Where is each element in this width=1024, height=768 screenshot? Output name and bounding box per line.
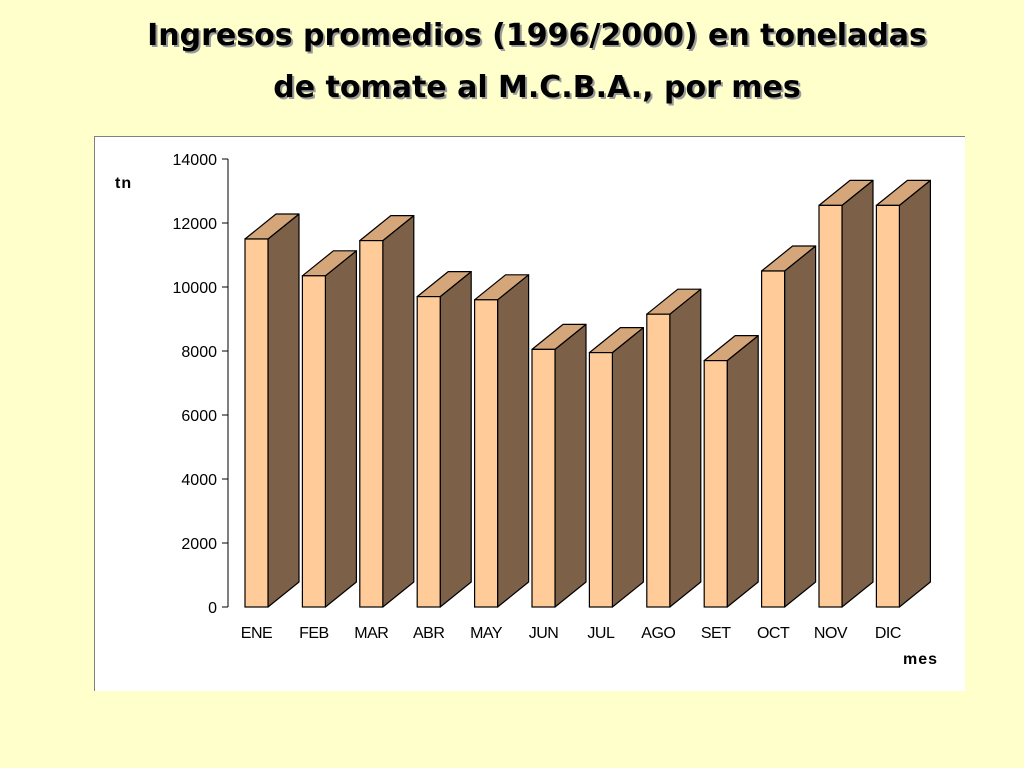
bar-side (783, 245, 817, 608)
bar-side (324, 250, 357, 608)
y-axis-title: tn (115, 175, 132, 192)
y-tick-label: 10000 (173, 280, 218, 297)
bar-ago (646, 288, 702, 608)
bar-oct (760, 245, 817, 608)
y-tick-label: 4000 (181, 472, 217, 489)
x-category-label: OCT (757, 625, 790, 642)
y-tick-label: 8000 (181, 344, 217, 361)
x-category-label: SET (701, 625, 731, 642)
bar-jul (588, 327, 645, 608)
y-tick-label: 0 (208, 600, 217, 617)
bar-front (301, 275, 326, 608)
y-tick-label: 6000 (181, 408, 217, 425)
x-category-label: MAY (470, 625, 503, 642)
bar-set (703, 335, 759, 608)
bar-side (611, 327, 645, 608)
x-category-label: ABR (413, 625, 444, 642)
bar-ene (244, 213, 300, 608)
bar-front (646, 313, 671, 608)
y-tick-label: 2000 (181, 536, 217, 553)
bar-front (818, 204, 843, 608)
bar-front (531, 348, 556, 608)
y-tick-label: 12000 (173, 216, 218, 233)
bar-front (588, 352, 614, 608)
y-axis: 0 2000 4000 6000 8000 10000 12000 14000 (173, 152, 229, 617)
bar-side (898, 179, 932, 608)
x-category-label: MAR (354, 625, 388, 642)
bar-side (669, 288, 702, 608)
bar-side (841, 179, 874, 608)
title-line-1: Ingresos promedios (1996/2000) en tonela… (147, 18, 927, 53)
x-category-label: DIC (875, 625, 901, 642)
x-category-label: FEB (299, 625, 329, 642)
x-category-label: NOV (814, 625, 848, 642)
x-category-label: AGO (641, 625, 675, 642)
bar-front (244, 238, 269, 608)
bar-dic (875, 179, 932, 608)
slide-title: Ingresos promedios (1996/2000) en tonela… (60, 10, 1014, 114)
x-category-label: ENE (241, 625, 272, 642)
bar-front (416, 296, 441, 608)
bar-side (554, 323, 587, 608)
bars (244, 179, 932, 608)
bar-front (875, 204, 901, 608)
bar-front (703, 360, 728, 608)
bar-jun (531, 323, 587, 608)
bar-side (439, 271, 472, 608)
bar-side (382, 215, 415, 608)
bar-front (359, 240, 384, 608)
bar-feb (301, 250, 357, 608)
y-tick-label: 14000 (173, 152, 218, 169)
title-line-2: de tomate al M.C.B.A., por mes (273, 70, 801, 105)
bar-front (760, 270, 786, 608)
bar-nov (818, 179, 874, 608)
bar-abr (416, 271, 472, 608)
x-category-label: JUL (587, 625, 615, 642)
category-labels: ENE FEB MAR ABR MAY JUN JUL AGO SET OCT NOV DIC (241, 625, 902, 642)
bar-may (474, 274, 530, 608)
bar-side (726, 335, 759, 608)
x-axis-title: mes (903, 651, 938, 668)
bar-side (267, 213, 300, 608)
x-category-label: JUN (529, 625, 559, 642)
bar-front (474, 299, 499, 608)
bar-side (497, 274, 530, 608)
bar-mar (359, 215, 415, 608)
